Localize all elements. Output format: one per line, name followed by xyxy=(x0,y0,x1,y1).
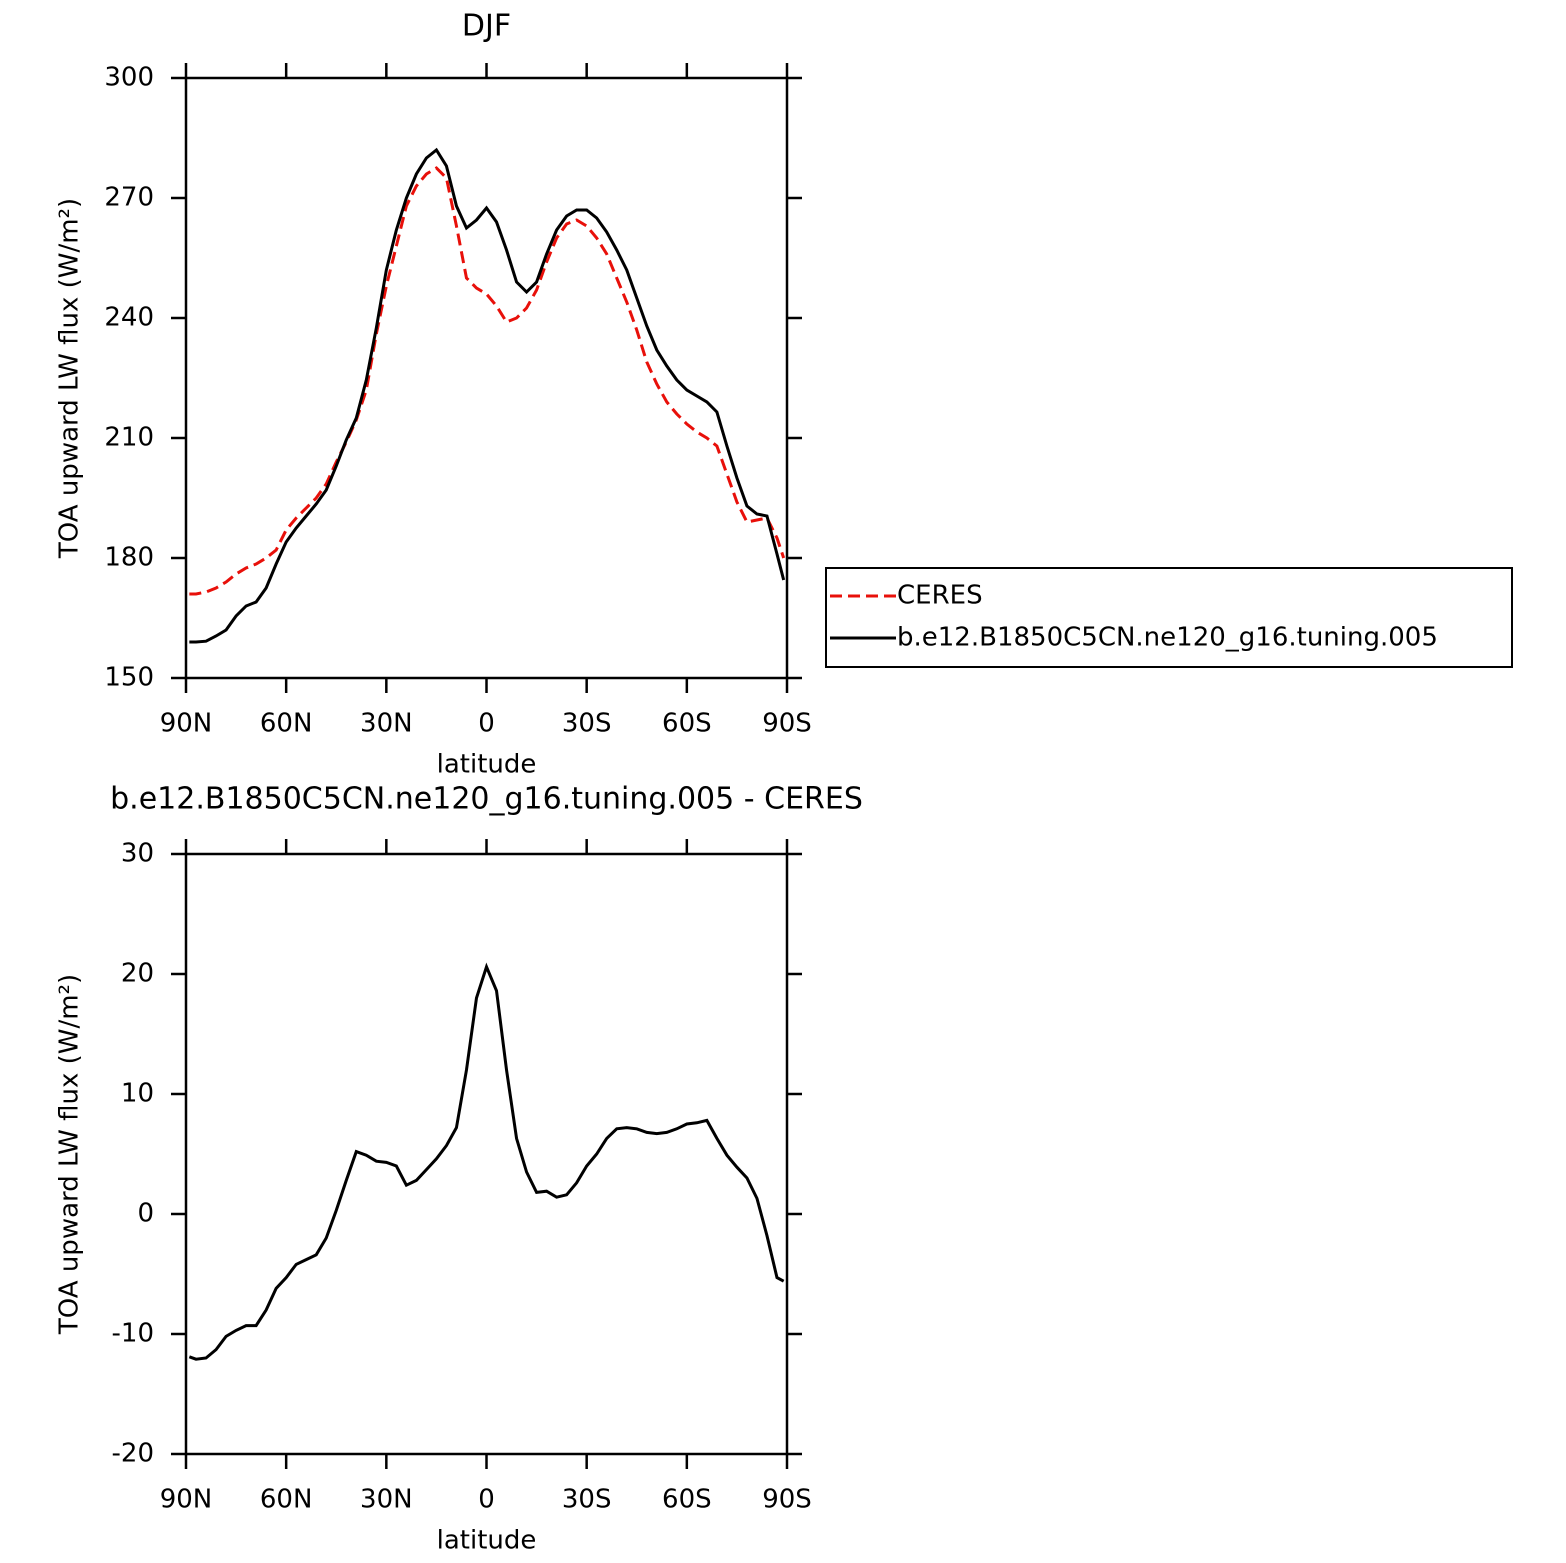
x-tick-label: 60N xyxy=(260,1485,313,1515)
chart-title: b.e12.B1850C5CN.ne120_g16.tuning.005 - C… xyxy=(110,782,863,817)
x-tick-label: 90S xyxy=(762,1485,812,1515)
plot-frame xyxy=(184,76,789,680)
y-tick-label: 210 xyxy=(104,423,154,453)
y-tick-label: 30 xyxy=(121,839,154,869)
x-tick-label: 30N xyxy=(360,709,413,739)
y-tick-label: -20 xyxy=(112,1439,154,1469)
x-tick-label: 60S xyxy=(662,1485,712,1515)
x-tick-label: 0 xyxy=(478,709,495,739)
x-tick-label: 90N xyxy=(160,709,213,739)
x-tick-label: 0 xyxy=(478,1485,495,1515)
x-tick-label: 30S xyxy=(562,709,612,739)
y-tick-label: 270 xyxy=(104,183,154,213)
data-line xyxy=(189,166,786,596)
x-tick-label: 30N xyxy=(360,1485,413,1515)
x-tick-label: 60N xyxy=(260,709,313,739)
legend-box xyxy=(825,567,1513,668)
x-tick-label: 90S xyxy=(762,709,812,739)
x-axis-label: latitude xyxy=(437,750,537,780)
y-tick-label: 10 xyxy=(121,1079,154,1109)
chart-title: DJF xyxy=(462,9,511,44)
y-tick-label: 180 xyxy=(104,543,154,573)
plot-frame xyxy=(184,852,789,1456)
data-line xyxy=(189,147,786,644)
x-tick-label: 90N xyxy=(160,1485,213,1515)
y-tick-label: 0 xyxy=(137,1199,154,1229)
y-tick-label: 300 xyxy=(104,63,154,93)
y-tick-label: 20 xyxy=(121,959,154,989)
y-axis-label: TOA upward LW flux (W/m²) xyxy=(55,198,85,559)
y-axis-label: TOA upward LW flux (W/m²) xyxy=(55,974,85,1335)
legend-label: CERES xyxy=(897,581,983,611)
x-axis-label: latitude xyxy=(437,1526,537,1556)
y-tick-label: 150 xyxy=(104,663,154,693)
legend-label: b.e12.B1850C5CN.ne120_g16.tuning.005 xyxy=(897,623,1438,653)
data-line xyxy=(188,962,785,1361)
x-tick-label: 60S xyxy=(662,709,712,739)
y-tick-label: 240 xyxy=(104,303,154,333)
x-tick-label: 30S xyxy=(562,1485,612,1515)
y-tick-label: -10 xyxy=(112,1319,154,1349)
